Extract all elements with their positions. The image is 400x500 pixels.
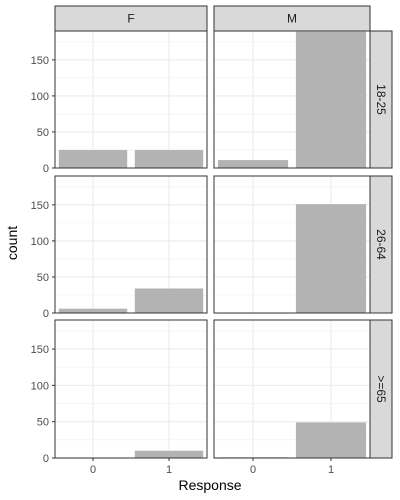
panel-background — [55, 320, 207, 458]
bar-0 — [58, 308, 128, 313]
y-tick-label: 100 — [31, 380, 49, 392]
bar-1 — [134, 450, 204, 458]
x-axis-title: Response — [178, 477, 241, 493]
panel-background — [55, 31, 207, 168]
bar-1 — [295, 31, 367, 168]
y-tick-label: 50 — [37, 127, 49, 139]
panel-border — [54, 175, 208, 314]
x-tick-label: 1 — [328, 464, 334, 476]
bar-0 — [217, 160, 289, 168]
panel-border — [54, 30, 208, 169]
bar-1 — [295, 422, 367, 458]
x-tick-label: 1 — [166, 464, 172, 476]
y-tick-label: 0 — [43, 308, 49, 320]
panel-m-26-64 — [213, 175, 371, 314]
panel-border — [213, 319, 371, 459]
y-tick-label: 100 — [31, 236, 49, 248]
bar-1 — [134, 149, 204, 168]
panel-border — [213, 30, 371, 169]
panel-m-18-25 — [213, 30, 371, 169]
y-tick-label: 50 — [37, 417, 49, 429]
y-tick-label: 0 — [43, 163, 49, 175]
panel-border — [54, 319, 208, 459]
y-tick-label: 150 — [31, 55, 49, 67]
x-tick-label: 0 — [90, 464, 96, 476]
row-strip-label: 26-64 — [374, 229, 388, 260]
column-strip-m — [213, 5, 371, 32]
panel-border — [213, 175, 371, 314]
y-tick-label: 50 — [37, 272, 49, 284]
column-strip-label: F — [127, 12, 134, 26]
bar-0 — [58, 149, 128, 168]
y-tick-label: 100 — [31, 91, 49, 103]
x-tick-label: 0 — [250, 464, 256, 476]
panel-f-18-25: 0 50 100 150 — [31, 30, 208, 175]
row-strips: 18-25 26-64 >=65 — [369, 30, 393, 459]
bar-1 — [134, 288, 204, 313]
y-tick-label: 150 — [31, 344, 49, 356]
column-strip-label: M — [287, 12, 297, 26]
panel-f-26-64: 0 50 100 150 — [31, 175, 208, 320]
row-strip-label: >=65 — [374, 375, 388, 403]
bar-1 — [295, 204, 367, 313]
y-tick-label: 150 — [31, 200, 49, 212]
row-strip-label: 18-25 — [374, 84, 388, 115]
column-strip-f — [54, 5, 208, 32]
y-axis-title: count — [4, 226, 20, 260]
y-tick-label: 0 — [43, 453, 49, 465]
panel-f->=65: 0 50 100 150 0 1 — [31, 319, 208, 476]
